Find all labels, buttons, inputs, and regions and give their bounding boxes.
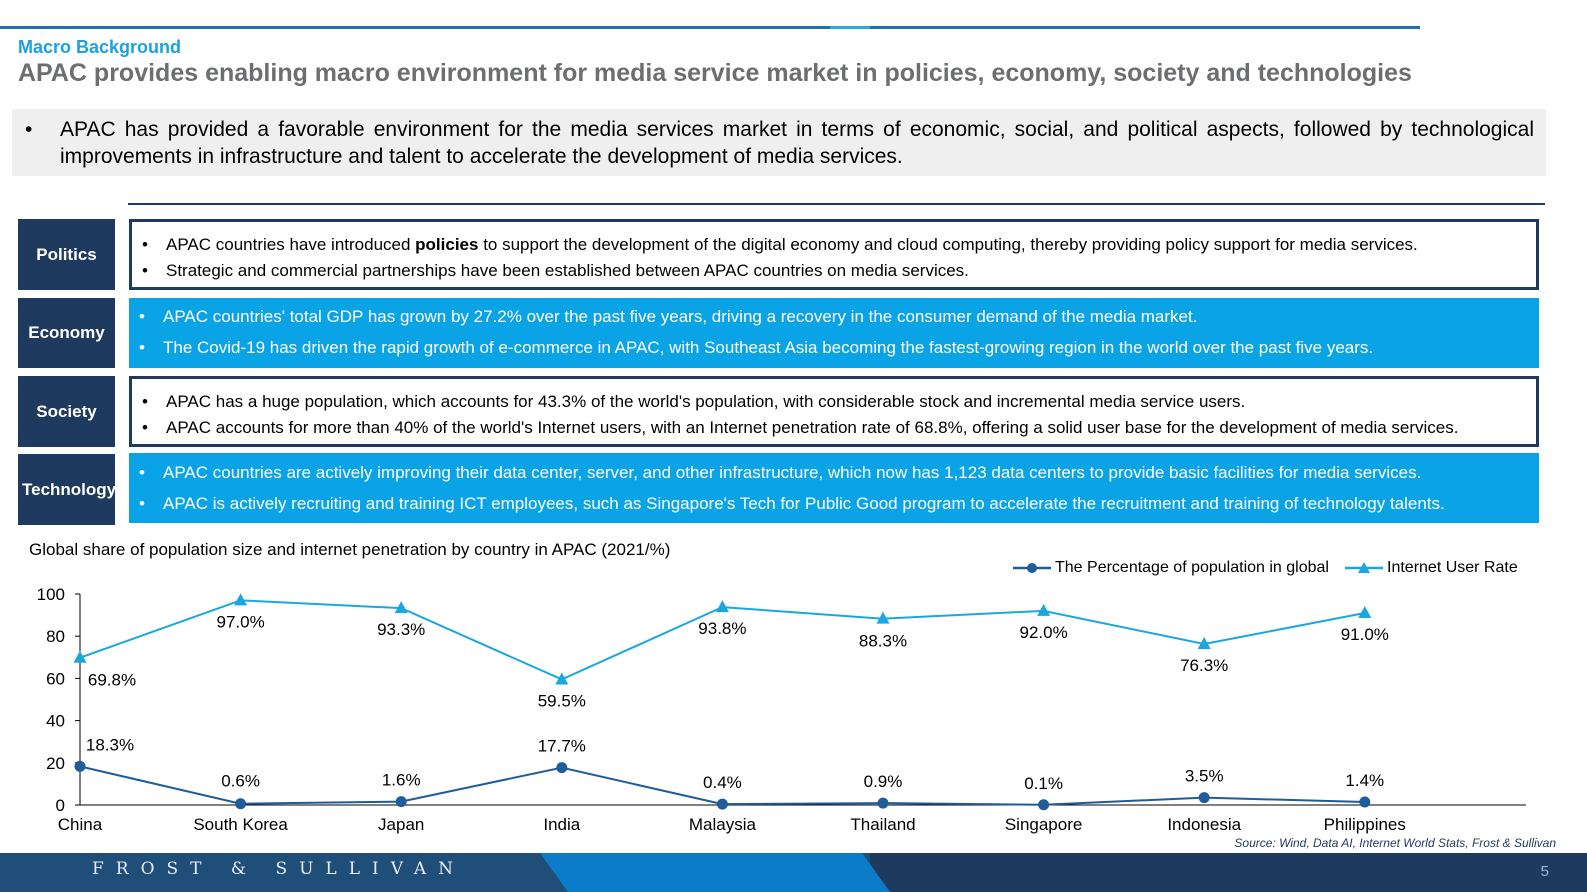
legend-internet-label: Internet User Rate — [1387, 559, 1518, 576]
internet-data-label: 97.0% — [216, 612, 264, 631]
internet-point — [394, 601, 408, 614]
legend-population: The Percentage of population in global — [1013, 559, 1329, 577]
population-data-label: 1.4% — [1345, 771, 1384, 790]
y-tick-label: 80 — [46, 627, 65, 646]
internet-data-label: 59.5% — [538, 691, 586, 710]
society-item-2-text: APAC accounts for more than 40% of the w… — [166, 418, 1459, 437]
population-point — [395, 796, 407, 808]
population-point — [1038, 799, 1050, 811]
internet-point — [1358, 605, 1372, 618]
summary-bullet: • — [25, 118, 33, 141]
internet-point — [1037, 603, 1051, 616]
internet-data-label: 93.8% — [698, 619, 746, 638]
x-tick-label: Indonesia — [1167, 815, 1241, 834]
society-item-1: APAC has a huge population, which accoun… — [142, 389, 1524, 415]
x-tick-label: Philippines — [1324, 815, 1406, 834]
series-line-population — [79, 765, 1365, 806]
technology-item-1: APAC countries are actively improving th… — [139, 457, 1527, 488]
population-data-label: 0.4% — [703, 773, 742, 792]
population-data-label: 0.1% — [1024, 774, 1063, 793]
category-society: Society — [18, 376, 115, 447]
internet-data-label: 92.0% — [1019, 623, 1067, 642]
economy-item-1: APAC countries' total GDP has grown by 2… — [139, 301, 1527, 332]
y-tick-label: 20 — [46, 754, 65, 773]
chart-title: Global share of population size and inte… — [29, 540, 671, 559]
x-tick-label: China — [58, 815, 103, 834]
technology-box: APAC countries are actively improving th… — [129, 453, 1539, 523]
internet-point — [234, 593, 248, 606]
legend-population-label: The Percentage of population in global — [1055, 559, 1329, 576]
population-point — [1359, 796, 1371, 808]
internet-point — [715, 600, 729, 613]
economy-item-2: The Covid-19 has driven the rapid growth… — [139, 332, 1527, 363]
x-tick-label: Japan — [378, 815, 424, 834]
page-number: 5 — [1540, 863, 1549, 880]
internet-data-label: 69.8% — [88, 671, 136, 690]
technology-item-1-text: APAC countries are actively improving th… — [163, 463, 1422, 482]
legend-internet-marker — [1345, 562, 1383, 573]
legend-population-marker — [1013, 563, 1051, 573]
series-line-internet — [79, 599, 1365, 681]
internet-point — [1197, 637, 1211, 650]
footer-accent — [540, 853, 890, 892]
y-tick-label: 40 — [46, 712, 65, 731]
y-tick-label: 100 — [37, 585, 65, 604]
category-economy: Economy — [18, 298, 115, 368]
politics-item-2-text: Strategic and commercial partnerships ha… — [166, 261, 969, 280]
politics-item-1-text: APAC countries have introduced — [166, 235, 416, 254]
politics-box: APAC countries have introduced policies … — [129, 219, 1539, 290]
population-data-label: 18.3% — [86, 735, 134, 754]
top-divider — [0, 26, 1420, 29]
top-divider-accent — [830, 26, 870, 29]
population-data-label: 17.7% — [538, 737, 586, 756]
internet-point — [555, 672, 569, 685]
society-item-1-text: APAC has a huge population, which accoun… — [166, 392, 1246, 411]
politics-item-1: APAC countries have introduced policies … — [142, 232, 1524, 258]
footer-bar: FROST & SULLIVAN 5 — [0, 853, 1587, 892]
politics-item-2: Strategic and commercial partnerships ha… — [142, 258, 1524, 284]
society-box: APAC has a huge population, which accoun… — [129, 376, 1539, 447]
population-data-label: 1.6% — [382, 771, 421, 790]
x-tick-label: India — [543, 815, 580, 834]
internet-data-label: 76.3% — [1180, 656, 1228, 675]
internet-point — [73, 650, 87, 663]
frost-sullivan-logo: FROST & SULLIVAN — [92, 859, 465, 879]
population-data-label: 3.5% — [1185, 767, 1224, 786]
internet-data-label: 93.3% — [377, 620, 425, 639]
population-point — [235, 798, 247, 810]
technology-item-2: APAC is actively recruiting and training… — [139, 488, 1527, 519]
x-tick-label: Singapore — [1005, 815, 1083, 834]
population-point — [716, 798, 728, 810]
section-rule — [128, 203, 1545, 205]
society-item-2: APAC accounts for more than 40% of the w… — [142, 415, 1524, 441]
source-note: Source: Wind, Data AI, Internet World St… — [1234, 836, 1556, 850]
internet-data-label: 91.0% — [1341, 625, 1389, 644]
y-tick-label: 60 — [46, 669, 65, 688]
politics-item-1-text-end: to support the development of the digita… — [478, 235, 1418, 254]
x-tick-label: Malaysia — [689, 815, 757, 834]
politics-item-1-bold: policies — [415, 235, 479, 254]
internet-point — [876, 611, 890, 624]
x-tick-label: South Korea — [193, 815, 288, 834]
category-technology: Technology — [18, 454, 116, 525]
summary-box: • APAC has provided a favorable environm… — [12, 109, 1546, 176]
population-point — [877, 797, 889, 809]
population-point — [556, 762, 568, 774]
summary-text: APAC has provided a favorable environmen… — [60, 118, 1534, 168]
legend-internet: Internet User Rate — [1345, 559, 1518, 577]
x-tick-label: Thailand — [850, 815, 915, 834]
internet-data-label: 88.3% — [859, 632, 907, 651]
technology-item-2-text: APAC is actively recruiting and training… — [163, 494, 1445, 513]
section-label: Macro Background — [18, 37, 182, 57]
population-data-label: 0.9% — [864, 772, 903, 791]
population-data-label: 0.6% — [221, 772, 260, 791]
y-tick-label: 0 — [56, 796, 65, 815]
category-politics: Politics — [18, 219, 115, 290]
population-point — [1198, 792, 1210, 804]
page-headline: APAC provides enabling macro environment… — [18, 59, 1412, 87]
population-point — [74, 760, 86, 772]
economy-item-2-text: The Covid-19 has driven the rapid growth… — [163, 338, 1374, 357]
economy-item-1-text: APAC countries' total GDP has grown by 2… — [163, 307, 1198, 326]
economy-box: APAC countries' total GDP has grown by 2… — [129, 298, 1539, 368]
